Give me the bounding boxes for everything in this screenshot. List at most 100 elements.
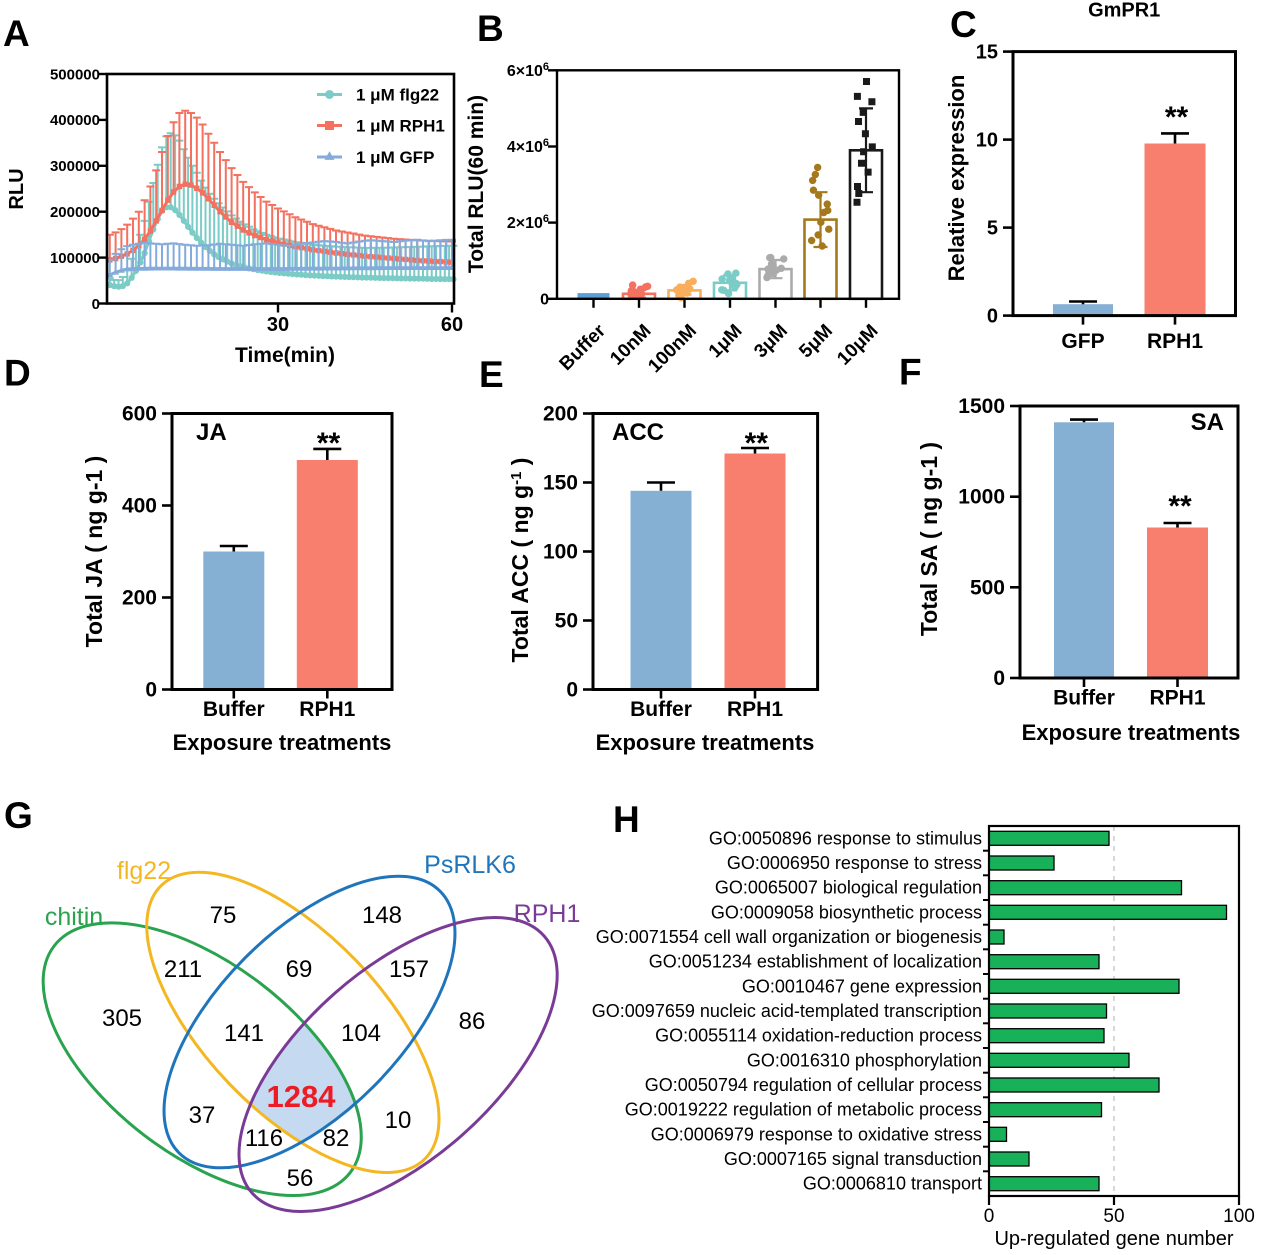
- svg-text:**: **: [317, 427, 341, 460]
- svg-text:0: 0: [540, 291, 549, 308]
- svg-text:400000: 400000: [50, 112, 100, 129]
- svg-text:5: 5: [987, 218, 998, 240]
- svg-text:chitin: chitin: [45, 903, 103, 931]
- svg-text:500: 500: [970, 576, 1005, 599]
- svg-text:GO:0065007 biological regulati: GO:0065007 biological regulation: [715, 878, 982, 898]
- svg-text:Buffer: Buffer: [630, 698, 692, 721]
- svg-text:D: D: [4, 353, 31, 394]
- svg-text:0: 0: [993, 667, 1005, 690]
- svg-text:GmPR1: GmPR1: [1088, 0, 1160, 22]
- svg-text:RPH1: RPH1: [299, 698, 355, 721]
- svg-text:157: 157: [389, 956, 429, 983]
- svg-text:GO:0050794 regulation of cellu: GO:0050794 regulation of cellular proces…: [645, 1075, 982, 1095]
- svg-text:1 μM flg22: 1 μM flg22: [356, 86, 439, 105]
- svg-text:E: E: [479, 354, 504, 395]
- svg-text:1000: 1000: [958, 486, 1005, 509]
- svg-text:Relative expression: Relative expression: [944, 75, 969, 282]
- svg-text:H: H: [613, 799, 640, 840]
- svg-text:10: 10: [385, 1107, 412, 1134]
- svg-text:flg22: flg22: [117, 857, 171, 885]
- svg-text:C: C: [950, 4, 977, 45]
- svg-text:211: 211: [164, 956, 202, 983]
- svg-text:60: 60: [441, 314, 463, 336]
- svg-text:82: 82: [323, 1125, 350, 1152]
- svg-text:600: 600: [122, 403, 157, 426]
- svg-text:RPH1: RPH1: [514, 900, 581, 928]
- svg-text:GO:0010467 gene expression: GO:0010467 gene expression: [742, 976, 982, 996]
- svg-text:56: 56: [287, 1165, 314, 1192]
- svg-text:GO:0006979 response to oxidati: GO:0006979 response to oxidative stress: [651, 1124, 982, 1144]
- svg-text:10: 10: [976, 130, 998, 152]
- svg-text:1 μM RPH1: 1 μM RPH1: [356, 117, 445, 136]
- svg-text:86: 86: [459, 1008, 486, 1035]
- svg-text:RPH1: RPH1: [1147, 330, 1203, 353]
- svg-text:0: 0: [145, 679, 157, 702]
- svg-text:200: 200: [122, 587, 157, 610]
- svg-text:6×106: 6×106: [507, 61, 549, 80]
- svg-text:500000: 500000: [50, 66, 100, 83]
- svg-text:100: 100: [1223, 1206, 1255, 1227]
- svg-text:GO:0016310 phosphorylation: GO:0016310 phosphorylation: [747, 1050, 982, 1070]
- svg-text:GFP: GFP: [1061, 330, 1104, 353]
- svg-text:0: 0: [566, 679, 578, 702]
- svg-text:1284: 1284: [267, 1079, 337, 1114]
- svg-text:75: 75: [210, 902, 237, 929]
- svg-text:F: F: [899, 352, 922, 393]
- svg-text:SA: SA: [1191, 409, 1224, 436]
- svg-text:Buffer: Buffer: [203, 698, 265, 721]
- svg-text:100: 100: [543, 541, 578, 564]
- svg-text:148: 148: [362, 902, 402, 929]
- svg-text:100000: 100000: [50, 250, 100, 267]
- svg-text:GO:0009058 biosynthetic proces: GO:0009058 biosynthetic process: [711, 902, 982, 922]
- svg-text:400: 400: [122, 495, 157, 518]
- svg-text:**: **: [1168, 490, 1192, 523]
- svg-text:GO:0006810 transport: GO:0006810 transport: [803, 1174, 982, 1194]
- svg-text:50: 50: [1103, 1206, 1124, 1227]
- svg-text:Up-regulated gene number: Up-regulated gene number: [994, 1228, 1233, 1250]
- svg-text:150: 150: [543, 472, 578, 495]
- svg-text:Total JA ( ng g-1 ): Total JA ( ng g-1 ): [81, 456, 107, 648]
- svg-text:200: 200: [543, 403, 578, 426]
- svg-text:Total ACC ( ng g-1 ): Total ACC ( ng g-1 ): [507, 458, 533, 663]
- svg-text:Time(min): Time(min): [235, 344, 335, 367]
- svg-text:Exposure treatments: Exposure treatments: [1022, 720, 1241, 745]
- svg-text:GO:0055114 oxidation-reduction: GO:0055114 oxidation-reduction process: [655, 1026, 982, 1046]
- svg-text:GO:0007165 signal transduction: GO:0007165 signal transduction: [724, 1149, 982, 1169]
- svg-text:104: 104: [341, 1020, 381, 1047]
- svg-text:**: **: [745, 427, 769, 460]
- svg-text:4×106: 4×106: [507, 137, 549, 156]
- svg-text:Exposure treatments: Exposure treatments: [596, 730, 815, 755]
- svg-text:200000: 200000: [50, 204, 100, 221]
- svg-text:G: G: [4, 795, 33, 836]
- svg-text:Total SA ( ng g-1 ): Total SA ( ng g-1 ): [916, 442, 942, 636]
- svg-text:JA: JA: [196, 419, 227, 446]
- svg-text:300000: 300000: [50, 158, 100, 175]
- svg-text:PsRLK6: PsRLK6: [424, 851, 516, 879]
- svg-text:RLU: RLU: [6, 168, 28, 209]
- svg-text:305: 305: [102, 1005, 142, 1032]
- svg-text:**: **: [1165, 101, 1189, 134]
- svg-text:GO:0097659 nucleic acid-templa: GO:0097659 nucleic acid-templated transc…: [592, 1001, 982, 1021]
- svg-text:50: 50: [555, 610, 578, 633]
- svg-text:GO:0019222 regulation of metab: GO:0019222 regulation of metabolic proce…: [625, 1100, 982, 1120]
- svg-text:0: 0: [987, 306, 998, 328]
- svg-text:GO:0050896 response to stimulu: GO:0050896 response to stimulus: [709, 828, 982, 848]
- svg-text:RPH1: RPH1: [727, 698, 783, 721]
- svg-text:0: 0: [984, 1206, 995, 1227]
- svg-text:GO:0006950 response to stress: GO:0006950 response to stress: [727, 853, 982, 873]
- svg-text:A: A: [3, 13, 30, 54]
- svg-text:Buffer: Buffer: [1053, 687, 1115, 710]
- svg-text:0: 0: [92, 296, 100, 313]
- svg-text:1 μM GFP: 1 μM GFP: [356, 148, 434, 167]
- svg-text:GO:0051234 establishment of lo: GO:0051234 establishment of localization: [649, 952, 982, 972]
- svg-text:2×106: 2×106: [507, 213, 549, 232]
- svg-text:1500: 1500: [958, 395, 1005, 418]
- svg-text:Exposure treatments: Exposure treatments: [173, 730, 392, 755]
- svg-text:ACC: ACC: [612, 419, 664, 446]
- svg-text:Total RLU(60 min): Total RLU(60 min): [465, 95, 488, 273]
- svg-text:GO:0071554 cell wall organizat: GO:0071554 cell wall organization or bio…: [596, 927, 982, 947]
- svg-text:30: 30: [267, 314, 289, 336]
- svg-text:69: 69: [286, 956, 313, 983]
- svg-text:15: 15: [976, 42, 998, 64]
- svg-text:141: 141: [224, 1020, 264, 1047]
